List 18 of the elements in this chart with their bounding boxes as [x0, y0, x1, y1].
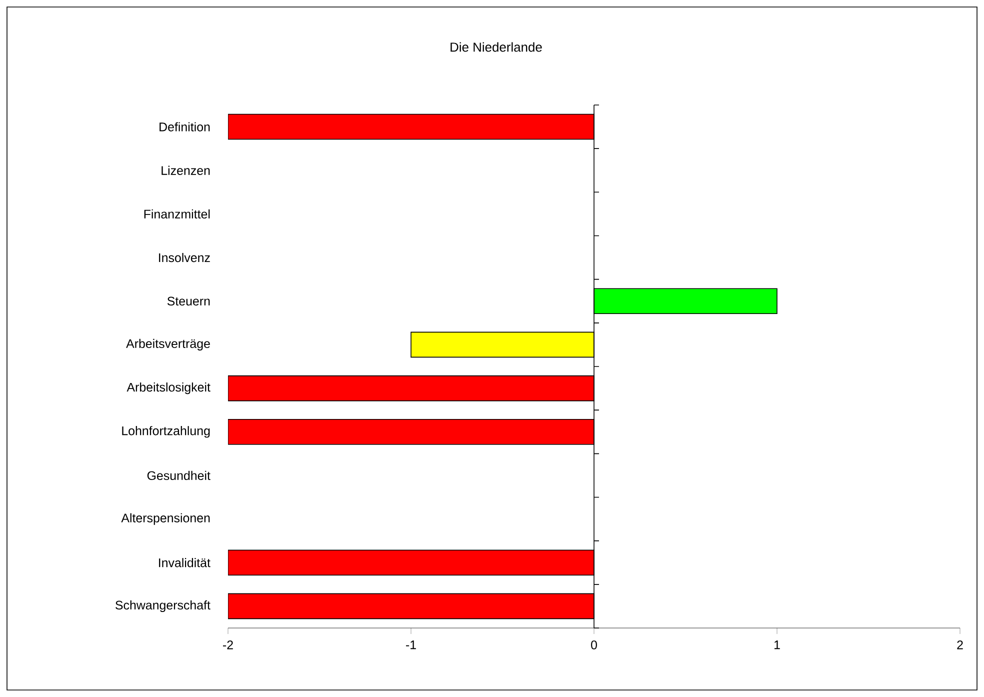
- y-tick-label: Steuern: [167, 296, 210, 306]
- x-tick-label: -2: [223, 640, 233, 650]
- y-tick-label: Lohnfortzahlung: [122, 426, 210, 438]
- y-tick-label: Gesundheit: [147, 470, 210, 480]
- y-tick-label: Schwangerschaft: [116, 600, 210, 612]
- y-tick-label: Insolvenz: [159, 252, 210, 262]
- y-tick-label: Definition: [160, 122, 210, 132]
- y-tick-label: Arbeitsverträge: [126, 338, 210, 351]
- x-tick-label: 0: [591, 640, 597, 650]
- x-tick-label: 2: [957, 640, 963, 650]
- y-tick-label: Lizenzen: [162, 166, 210, 175]
- chart-title: Die Niederlande: [450, 42, 542, 52]
- y-tick-label: Finanzmittel: [144, 209, 210, 219]
- y-tick-label: Alterspensionen: [121, 513, 210, 525]
- x-tick-label: 1: [774, 640, 780, 650]
- x-tick-label: -1: [406, 640, 416, 650]
- y-tick-label: Arbeitslosigkeit: [126, 382, 210, 394]
- y-tick-label: Invalidität: [159, 558, 210, 568]
